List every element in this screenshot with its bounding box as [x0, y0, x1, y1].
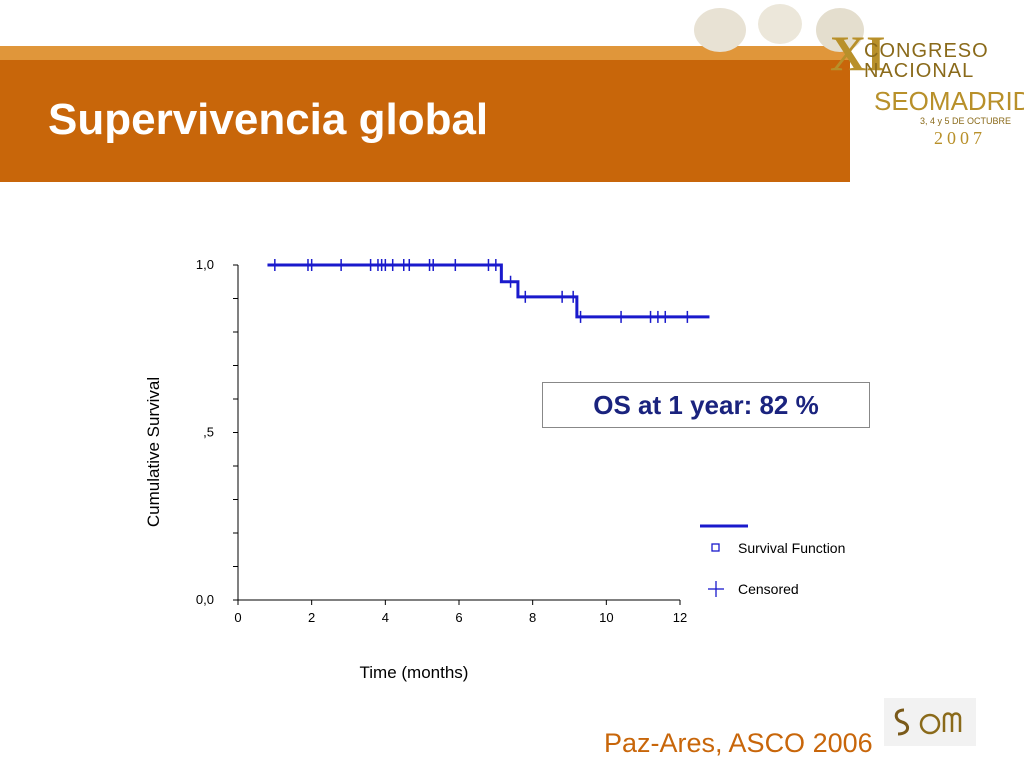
- slide-title: Supervivencia global: [48, 95, 489, 144]
- x-tick-label: 8: [529, 610, 536, 625]
- congress-logo: XI CONGRESO NACIONAL SEOMADRID 3, 4 y 5 …: [694, 4, 1024, 150]
- x-axis-label: Time (months): [360, 663, 469, 682]
- x-tick-label: 2: [308, 610, 315, 625]
- congress-logo-artwork-icon: [694, 4, 864, 52]
- os-annotation-box: OS at 1 year: 82 %: [542, 382, 870, 428]
- logo-numeral: XI: [830, 25, 886, 81]
- y-axis-label: Cumulative Survival: [144, 377, 163, 527]
- censored-marks-layer: [274, 259, 689, 323]
- x-tick-label: 6: [455, 610, 462, 625]
- y-tick-label: 0,0: [196, 592, 214, 607]
- x-tick-label: 0: [234, 610, 241, 625]
- logo-line-4: 3, 4 y 5 DE OCTUBRE: [920, 116, 1012, 126]
- survival-curve-layer: [267, 263, 710, 319]
- logo-line-3: SEOMADRID: [874, 86, 1024, 116]
- legend-survival-marker: [711, 543, 720, 552]
- seom-logo-icon: [894, 708, 962, 736]
- y-tick-label: ,5: [203, 425, 214, 440]
- chart-legend: Survival Function Censored: [700, 524, 845, 597]
- chart-axes: 0,0 ,5 1,0 0 2 4 6 8 10 12 Time (months) Cumulative…: [144, 257, 687, 682]
- title-bar: [0, 60, 850, 182]
- x-tick-label: 12: [673, 610, 687, 625]
- title-bar-accent: [0, 46, 850, 60]
- x-tick-label: 4: [382, 610, 389, 625]
- x-tick-label: 10: [599, 610, 613, 625]
- survival-curve: [267, 263, 710, 319]
- legend-label-survival: Survival Function: [738, 540, 845, 556]
- os-annotation-text: OS at 1 year: 82 %: [593, 389, 819, 420]
- logo-line-1: CONGRESO: [864, 40, 989, 62]
- legend-label-censored: Censored: [738, 581, 799, 597]
- y-tick-label: 1,0: [196, 257, 214, 272]
- logo-line-5: 2007: [934, 128, 986, 148]
- logo-line-2: NACIONAL: [864, 60, 975, 82]
- citation: Paz-Ares, ASCO 2006: [604, 728, 873, 758]
- seom-logo: [884, 698, 976, 746]
